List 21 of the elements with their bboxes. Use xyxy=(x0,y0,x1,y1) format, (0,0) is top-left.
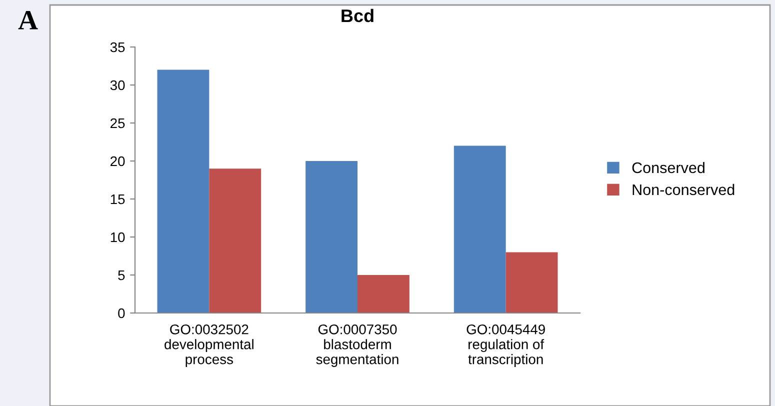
x-tick-label: GO:0007350 blastoderm segmentation xyxy=(316,324,398,367)
x-tick-label: GO:0032502 developmental process xyxy=(164,324,254,367)
legend-label: Conserved xyxy=(632,162,704,174)
x-tick-label: GO:0045449 regulation of transcription xyxy=(466,324,545,367)
legend-label: Non-conserved xyxy=(632,184,734,196)
text: A xyxy=(18,10,38,30)
y-tick-label: 35 xyxy=(110,42,125,52)
bar xyxy=(358,275,410,313)
y-tick-label: 10 xyxy=(110,232,125,242)
y-tick-label: 5 xyxy=(118,270,125,280)
chart-title: Bcd xyxy=(342,8,374,22)
y-tick-label: 30 xyxy=(110,80,125,90)
bar xyxy=(454,146,506,313)
bar xyxy=(306,161,358,313)
y-tick-label: 25 xyxy=(110,118,125,128)
bar xyxy=(157,70,210,313)
bar xyxy=(209,168,262,313)
y-tick-label: 20 xyxy=(110,156,125,166)
y-tick-label: 0 xyxy=(118,308,125,318)
y-tick-label: 15 xyxy=(110,194,125,204)
bar xyxy=(506,252,558,313)
